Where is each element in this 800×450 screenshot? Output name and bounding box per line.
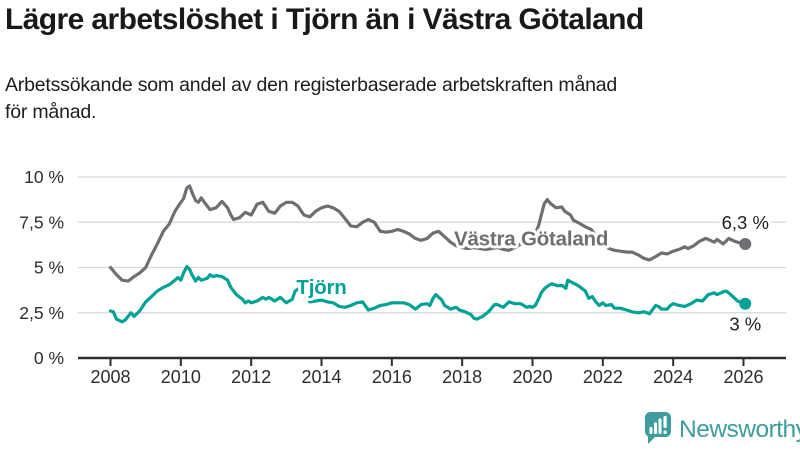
x-axis-tick-label: 2010 (161, 367, 201, 387)
bar-chart-speech-bubble-icon (645, 412, 671, 444)
x-axis-tick-label: 2020 (512, 367, 552, 387)
chart-subtitle: Arbetssökande som andel av den registerb… (5, 72, 765, 126)
x-axis-tick-label: 2022 (583, 367, 623, 387)
series-end-dot-vastra-gotaland (739, 237, 752, 250)
end-value-halo-tjorn: 3 % (729, 314, 761, 335)
x-axis-tick-label: 2012 (231, 367, 271, 387)
series-line-tjorn (108, 265, 747, 324)
newsworthy-logo: Newsworthy (645, 412, 800, 444)
end-value-label-tjorn: 3 % (729, 314, 761, 335)
series-label-vastra-gotaland: Västra Götaland (454, 228, 608, 251)
x-axis-tick-label: 2016 (372, 367, 412, 387)
x-axis-tick-label: 2024 (653, 367, 693, 387)
newsworthy-wordmark: Newsworthy (679, 416, 800, 443)
x-axis-tick-label: 2018 (442, 367, 482, 387)
x-axis-tick-label: 2026 (723, 367, 763, 387)
y-axis-tick-label: 0 % (34, 348, 64, 368)
series-end-dot-tjorn (739, 297, 752, 310)
y-axis-tick-label: 5 % (34, 258, 64, 278)
end-value-label-vastra-gotaland: 6,3 % (722, 212, 769, 233)
y-axis-tick-label: 2,5 % (19, 303, 64, 323)
chart-subtitle-line1: Arbetssökande som andel av den registerb… (5, 74, 618, 96)
series-line-vastra-gotaland (108, 184, 747, 283)
page-title: Lägre arbetslöshet i Tjörn än i Västra G… (5, 3, 644, 36)
series-label-halo-vastra-gotaland: Västra Götaland (454, 228, 608, 251)
series-label-tjorn: Tjörn (296, 276, 346, 299)
chart-subtitle-line2: för månad. (5, 101, 97, 123)
end-value-halo-vastra-gotaland: 6,3 % (722, 212, 769, 233)
x-axis-tick-label: 2008 (90, 367, 130, 387)
y-axis-tick-label: 7,5 % (19, 212, 64, 232)
y-axis-tick-label: 10 % (24, 167, 64, 187)
series-label-halo-tjorn: Tjörn (296, 276, 346, 299)
x-axis-tick-label: 2014 (301, 367, 341, 387)
